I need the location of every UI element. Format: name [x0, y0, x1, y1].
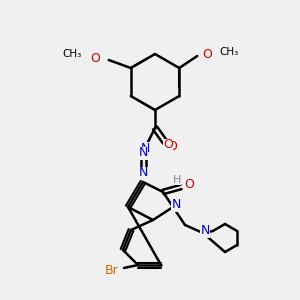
Text: O: O: [184, 178, 194, 190]
Text: N: N: [138, 146, 148, 160]
Text: N: N: [140, 142, 150, 154]
Text: N: N: [138, 167, 148, 179]
Text: N: N: [200, 224, 210, 238]
Text: O: O: [163, 139, 173, 152]
Text: N: N: [138, 167, 148, 179]
Text: O: O: [202, 47, 212, 61]
Text: H: H: [173, 175, 181, 185]
Text: CH₃: CH₃: [62, 49, 82, 59]
Text: O: O: [167, 140, 177, 152]
Text: O: O: [90, 52, 100, 64]
Text: Br: Br: [104, 263, 118, 277]
Text: CH₃: CH₃: [219, 47, 238, 57]
Text: N: N: [171, 199, 181, 212]
